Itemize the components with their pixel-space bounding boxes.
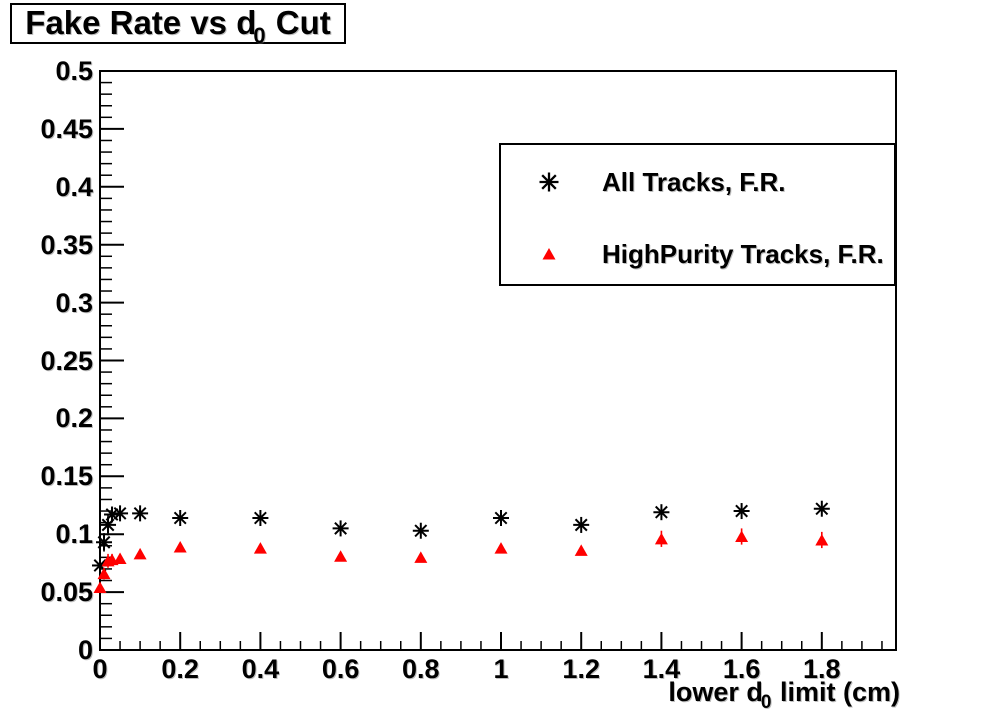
x-tick-label: 0.2 [161,654,199,684]
all-tracks-point [133,506,147,520]
highpurity-point [97,567,111,580]
x-tick-label: 0 [92,654,108,684]
y-tick-label: 0.2 [55,403,93,434]
highpurity-point [93,581,107,593]
legend-label-all-tracks: All Tracks, F.R. [602,167,786,197]
y-tick-label: 0.3 [55,287,93,318]
highpurity-point [334,550,348,562]
legend-entry-highpurity-tracks: HighPurity Tracks, F.R. [501,234,894,274]
all-tracks-point [97,535,111,549]
legend-label-highpurity-tracks: HighPurity Tracks, F.R. [602,239,884,269]
x-tick-label: 0.4 [241,654,280,684]
x-axis-title: lower d0 limit (cm) [668,677,900,713]
star-marker-icon [539,172,559,192]
y-tick-label: 0.15 [40,461,93,492]
all-tracks-point [113,506,127,520]
x-tick-label: 1.6 [722,654,761,684]
all-tracks-point [334,522,348,535]
highpurity-point [735,530,749,543]
highpurity-point [494,542,508,554]
y-tick-label: 0.1 [55,519,93,550]
highpurity-point [113,552,127,565]
chart-title-subscript: 0 [253,23,266,48]
chart-title-text-end: Cut [266,4,331,41]
legend: All Tracks, F.R. HighPurity Tracks, F.R. [499,143,896,286]
all-tracks-point [414,524,428,538]
x-tick-label: 0.6 [321,654,360,684]
highpurity-point [815,533,829,546]
y-tick-label: 0.4 [55,171,93,202]
x-tick-label: 1 [493,654,509,684]
highpurity-point [133,547,147,560]
triangle-marker-icon [542,248,556,260]
y-tick-label: 0 [77,635,93,665]
highpurity-point [253,542,267,554]
y-tick-label: 0.05 [40,577,93,608]
x-tick-label: 1.4 [642,654,681,684]
all-tracks-point [253,511,267,525]
x-axis-title-subscript: 0 [760,692,772,713]
x-tick-label: 1.8 [803,654,841,684]
all-tracks-point [655,505,668,519]
chart-title-box: Fake Rate vs d0 Cut [10,3,346,48]
all-tracks-point [815,502,829,516]
all-tracks-point [735,504,749,518]
x-tick-label: 1.2 [562,654,600,684]
all-tracks-point [105,508,119,521]
all-tracks-point [574,518,588,532]
highpurity-point [574,544,588,556]
legend-entry-all-tracks: All Tracks, F.R. [501,162,894,202]
y-tick-label: 0.35 [40,229,93,260]
highpurity-point [414,551,428,563]
all-tracks-point [494,511,508,525]
chart-title-text: Fake Rate vs d [25,4,257,41]
y-tick-label: 0.5 [55,56,93,86]
y-tick-label: 0.45 [40,113,93,144]
x-axis-title-text-end: limit (cm) [772,677,900,707]
all-tracks-point [93,559,107,572]
x-axis-title-text: lower d [668,677,763,707]
highpurity-point [173,540,187,553]
highpurity-point [654,532,668,545]
x-tick-label: 0.8 [402,654,440,684]
y-tick-label: 0.25 [40,345,93,376]
all-tracks-point [173,511,187,525]
